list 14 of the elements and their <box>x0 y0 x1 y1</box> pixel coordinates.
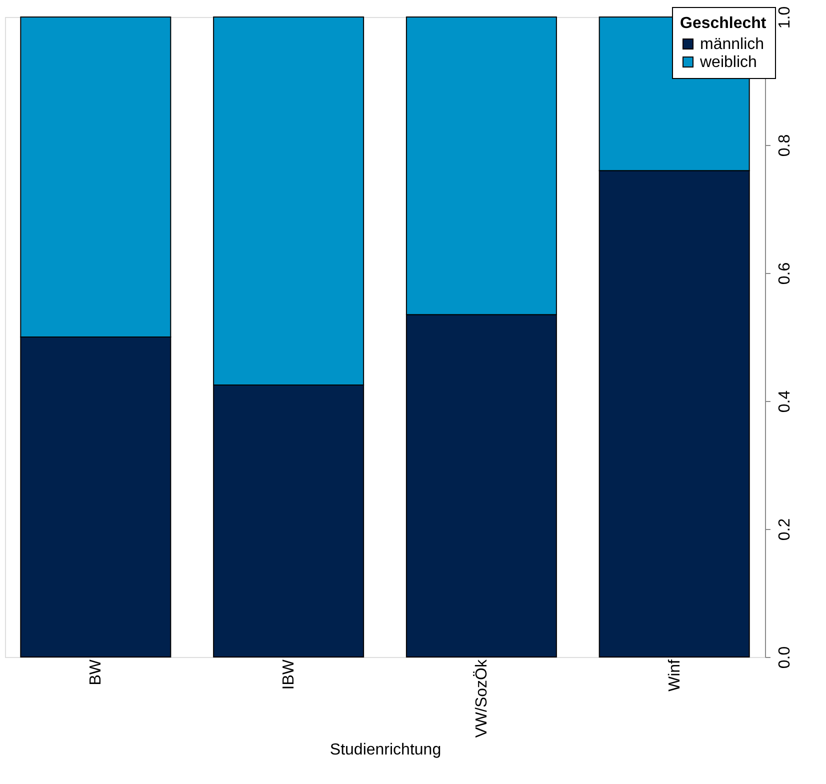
y-tick-label: 0.4 <box>776 390 794 413</box>
y-tick-label: 0.6 <box>776 262 794 285</box>
x-tick-label: Winf <box>666 658 684 692</box>
x-tick-label: IBW <box>280 658 298 690</box>
y-tick-label: 0.2 <box>776 518 794 541</box>
legend-title: Geschlecht <box>680 15 767 32</box>
legend-label: männlich <box>700 36 764 53</box>
y-tick-label: 0.8 <box>776 134 794 157</box>
x-axis-title: Studienrichtung <box>330 742 442 759</box>
y-tick-label: 0.0 <box>776 646 794 669</box>
x-tick-label: BW <box>88 658 105 686</box>
x-tick-label: VW/SozÖk <box>472 658 490 738</box>
legend-label: weiblich <box>699 54 757 71</box>
y-tick-label: 1.0 <box>776 6 794 29</box>
